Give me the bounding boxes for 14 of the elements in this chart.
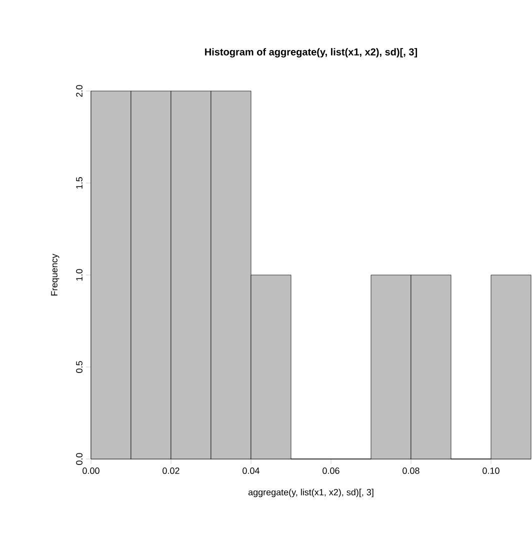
y-tick-label: 2.0 bbox=[76, 85, 82, 97]
chart-title: Histogram of aggregate(y, list(x1, x2), sd)[, 3] bbox=[205, 48, 418, 58]
y-tick-label: 1.0 bbox=[76, 269, 82, 281]
x-tick-label: 0.02 bbox=[162, 468, 180, 474]
x-tick-label: 0.00 bbox=[82, 468, 100, 474]
x-tick-label: 0.06 bbox=[322, 468, 340, 474]
x-axis-title: aggregate(y, list(x1, x2), sd)[, 3] bbox=[248, 488, 374, 498]
x-tick-label: 0.04 bbox=[242, 468, 260, 474]
y-tick-label: 0.5 bbox=[76, 361, 82, 373]
y-tick-label: 0.0 bbox=[76, 453, 82, 465]
y-axis-title: Frequency bbox=[51, 254, 60, 296]
y-tick-label: 1.5 bbox=[76, 177, 82, 189]
x-tick-label: 0.08 bbox=[402, 468, 420, 474]
x-tick-label: 0.10 bbox=[482, 468, 500, 474]
